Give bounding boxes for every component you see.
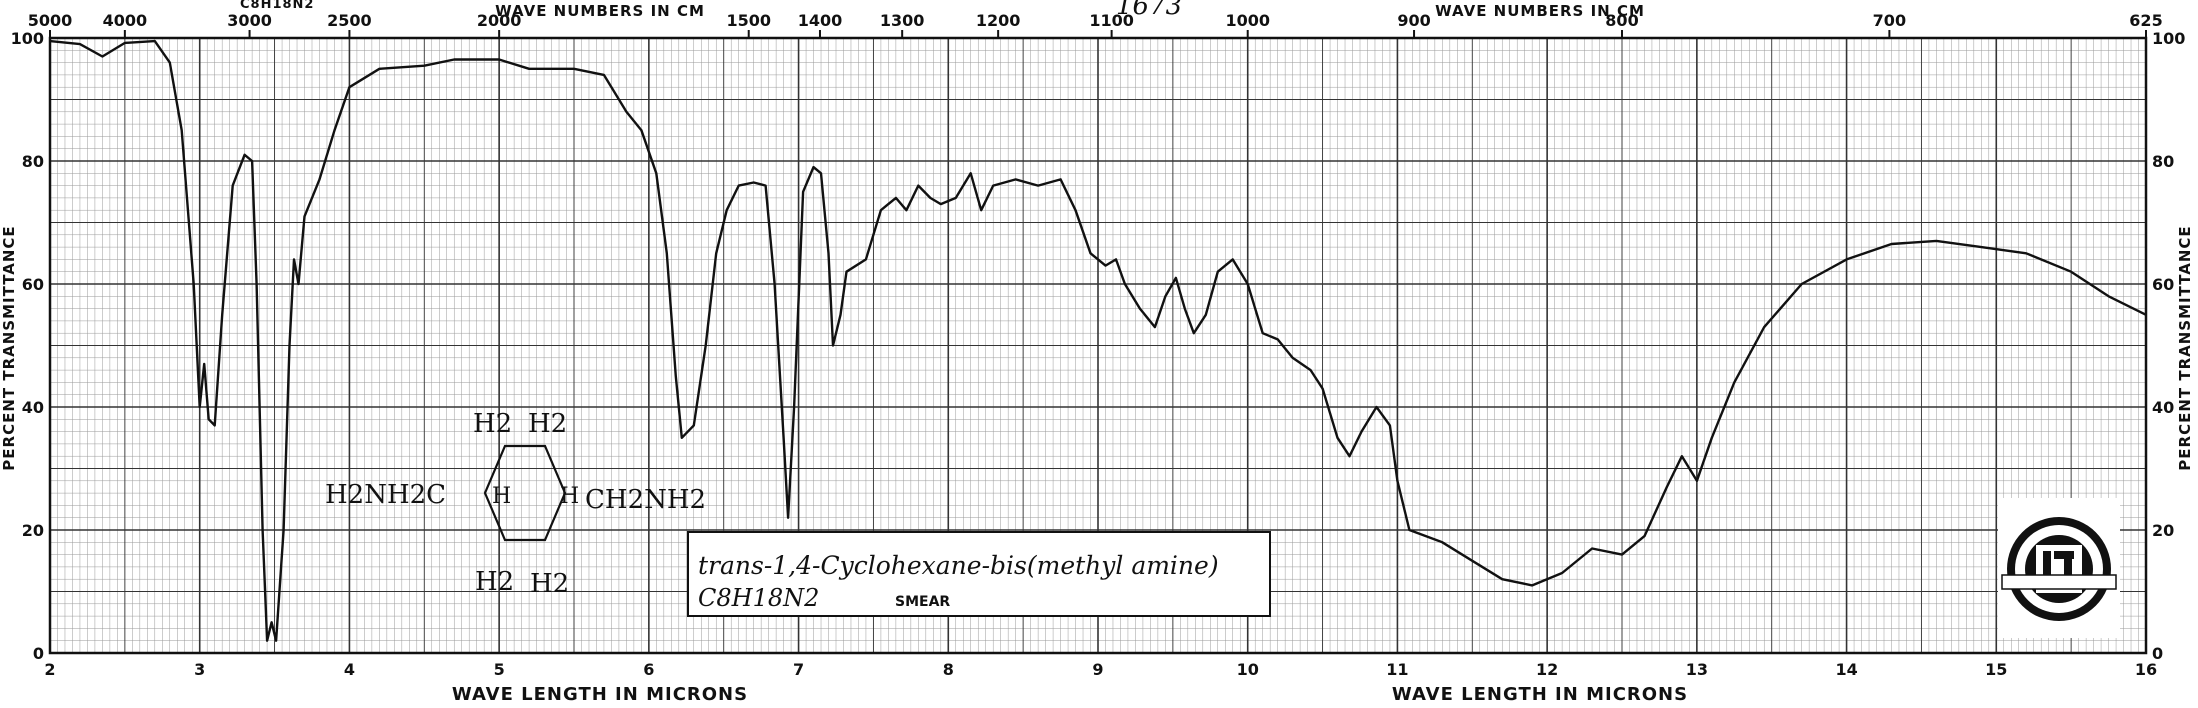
x-tick-label: 11 [1386, 660, 1408, 679]
x-tick-label: 13 [1686, 660, 1708, 679]
corner-note: 1673 [1116, 0, 1182, 21]
left-y-ticks: 0 20 40 60 80 100 [11, 29, 44, 663]
top-tick-label: 900 [1397, 11, 1430, 30]
laboratory-logo-seal [1998, 498, 2120, 638]
top-tick-label: 1400 [798, 11, 843, 30]
x-tick-label: 16 [2135, 660, 2157, 679]
top-tick-label: 1000 [1225, 11, 1270, 30]
plot-frame [48, 36, 2148, 655]
top-tick-label: 2000 [477, 11, 522, 30]
x-tick-label: 4 [344, 660, 355, 679]
top-wavenumber-ticks: 5000 4000 3000 2500 2000 1500 1400 1300 1200 1100… [28, 11, 2163, 38]
compound-formula: C8H18N2 [698, 584, 819, 612]
y-axis-title-right: PERCENT TRANSMITTANCE [2176, 225, 2194, 470]
structure-right-group: CH2NH2 [585, 485, 706, 515]
bottom-x-ticks: 2 3 4 5 6 7 8 9 10 11 12 13 14 15 16 [44, 660, 2157, 679]
top-tick-label: 1300 [880, 11, 925, 30]
structure-left-group: H2NH2C [325, 480, 446, 510]
top-tick-label: 2500 [327, 11, 372, 30]
bottom-axis-title: WAVE LENGTH IN MICRONS [452, 684, 748, 705]
top-tick-label: 5000 [28, 11, 73, 30]
x-tick-label: 3 [194, 660, 205, 679]
y-tick-label-left: 100 [11, 29, 44, 48]
x-tick-label: 2 [44, 660, 55, 679]
structure-diagram: H2NH2C CH2NH2 H H H2 H2 H2 H2 [325, 409, 706, 599]
y-tick-label-right: 100 [2152, 29, 2185, 48]
y-tick-label-right: 20 [2152, 521, 2174, 540]
x-tick-label: 15 [1985, 660, 2007, 679]
bottom-axis-title-right: WAVE LENGTH IN MICRONS [1392, 684, 1688, 705]
top-tick-label: 1100 [1089, 11, 1134, 30]
structure-h-mid-left: H [492, 484, 511, 509]
top-tick-label: 1500 [726, 11, 771, 30]
structure-h-top-right: H2 [528, 409, 567, 439]
x-tick-label: 9 [1092, 660, 1103, 679]
compound-name: trans-1,4-Cyclohexane-bis(methyl amine) [698, 551, 1219, 580]
top-axis-title-right: WAVE NUMBERS IN CM [1435, 2, 1645, 20]
y-tick-label-left: 80 [22, 152, 44, 171]
y-tick-label-right: 0 [2152, 644, 2163, 663]
top-axis-title: WAVE NUMBERS IN CM [495, 2, 705, 20]
top-tick-label: 800 [1605, 11, 1638, 30]
series-line-transmittance [49, 39, 2147, 642]
y-tick-label-right: 40 [2152, 398, 2174, 417]
y-tick-label-left: 60 [22, 275, 44, 294]
x-tick-label: 7 [793, 660, 804, 679]
structure-h-bottom-left: H2 [475, 567, 514, 597]
x-tick-label: 14 [1835, 660, 1857, 679]
top-tick-label: 625 [2129, 11, 2162, 30]
structure-h-top-left: H2 [473, 409, 512, 439]
top-left-formula: C8H18N2 [240, 0, 314, 12]
sampling-method: SMEAR [895, 594, 950, 610]
top-tick-label: 3000 [227, 11, 272, 30]
cyclohexane-ring [483, 444, 567, 542]
y-tick-label-left: 40 [22, 398, 44, 417]
y-tick-label-right: 60 [2152, 275, 2174, 294]
x-tick-label: 8 [943, 660, 954, 679]
structure-h-mid-right: H [560, 484, 579, 509]
y-tick-label-right: 80 [2152, 152, 2174, 171]
y-tick-label-left: 0 [33, 644, 44, 663]
compound-label-box: trans-1,4-Cyclohexane-bis(methyl amine) … [687, 531, 1271, 617]
x-tick-label: 10 [1237, 660, 1259, 679]
y-tick-label-left: 20 [22, 521, 44, 540]
y-axis-title-left: PERCENT TRANSMITTANCE [0, 225, 18, 470]
top-tick-label: 1200 [976, 11, 1021, 30]
top-tick-label: 4000 [103, 11, 148, 30]
top-tick-label: 700 [1873, 11, 1906, 30]
x-tick-label: 5 [494, 660, 505, 679]
x-tick-label: 12 [1536, 660, 1558, 679]
x-tick-label: 6 [643, 660, 654, 679]
right-y-ticks: 0 20 40 60 80 100 [2152, 29, 2185, 663]
structure-h-bottom-right: H2 [530, 569, 569, 599]
